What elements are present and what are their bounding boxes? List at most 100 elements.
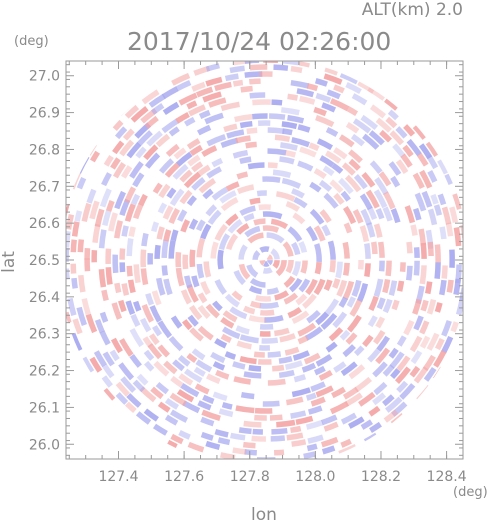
echo-segment bbox=[309, 181, 322, 193]
echo-segment bbox=[196, 263, 205, 279]
echo-segment bbox=[219, 452, 236, 459]
echo-segment bbox=[281, 177, 302, 189]
echo-segment bbox=[320, 436, 339, 448]
echo-segment bbox=[60, 283, 62, 297]
echo-segment bbox=[365, 189, 380, 209]
echo-segment bbox=[178, 92, 198, 106]
echo-segment bbox=[285, 201, 300, 212]
echo-segment bbox=[341, 162, 356, 176]
y-tick-label: 26.8 bbox=[29, 142, 60, 158]
echo-segment bbox=[284, 360, 303, 371]
echo-segment bbox=[149, 333, 160, 346]
echo-segment bbox=[191, 81, 206, 92]
echo-segment bbox=[350, 133, 365, 147]
echo-segment bbox=[303, 352, 321, 365]
echo-segment bbox=[321, 102, 337, 113]
echo-segment bbox=[197, 292, 208, 304]
echo-segment bbox=[129, 328, 144, 348]
echo-segment bbox=[472, 261, 473, 279]
echo-segment bbox=[420, 299, 429, 312]
echo-segment bbox=[419, 265, 427, 285]
echo-segment bbox=[425, 140, 440, 157]
echo-segment bbox=[235, 325, 250, 335]
echo-segment bbox=[266, 232, 285, 244]
echo-segment bbox=[284, 346, 300, 356]
echo-segment bbox=[178, 373, 194, 386]
echo-segment bbox=[314, 243, 322, 263]
echo-segment bbox=[278, 369, 295, 379]
echo-segment bbox=[255, 294, 272, 302]
echo-segment bbox=[426, 332, 440, 351]
y-tick-label: 26.9 bbox=[29, 106, 60, 122]
echo-segment bbox=[299, 95, 316, 105]
y-tick-label: 26.0 bbox=[29, 437, 60, 453]
echo-segment bbox=[200, 431, 214, 441]
echo-segment bbox=[329, 401, 350, 415]
echo-segment bbox=[336, 279, 348, 298]
echo-segment bbox=[101, 289, 109, 302]
echo-segment bbox=[385, 396, 403, 413]
echo-segment bbox=[60, 231, 62, 248]
echo-segment bbox=[426, 154, 439, 170]
echo-segment bbox=[285, 259, 294, 274]
echo-segment bbox=[384, 97, 399, 111]
echo-segment bbox=[157, 344, 170, 358]
echo-segment bbox=[136, 373, 149, 386]
echo-segment bbox=[291, 439, 307, 447]
echo-segment bbox=[165, 143, 180, 157]
echo-segment bbox=[458, 188, 463, 201]
echo-segment bbox=[224, 73, 239, 82]
echo-segment bbox=[333, 361, 347, 373]
echo-segment bbox=[223, 123, 238, 133]
echo-segment bbox=[212, 300, 223, 312]
echo-segment bbox=[332, 61, 351, 73]
echo-segment bbox=[89, 356, 103, 373]
echo-segment bbox=[275, 191, 296, 202]
echo-segment bbox=[292, 464, 302, 466]
echo-segment bbox=[194, 383, 210, 395]
echo-segment bbox=[441, 336, 454, 354]
echo-segment bbox=[293, 373, 307, 383]
echo-segment bbox=[296, 88, 315, 98]
echo-segment bbox=[133, 264, 141, 284]
echo-segment bbox=[206, 373, 221, 384]
echo-segment bbox=[163, 360, 178, 375]
echo-segment bbox=[425, 281, 433, 295]
echo-segment bbox=[179, 169, 193, 183]
echo-segment bbox=[455, 297, 463, 316]
echo-segment bbox=[273, 64, 289, 71]
echo-segment bbox=[342, 262, 350, 276]
echo-segment bbox=[170, 315, 183, 329]
echo-segment bbox=[323, 73, 343, 85]
echo-segment bbox=[418, 228, 427, 246]
echo-segment bbox=[170, 375, 184, 388]
echo-segment bbox=[288, 277, 303, 293]
echo-segment bbox=[373, 329, 386, 345]
echo-segment bbox=[321, 445, 336, 455]
echo-segment bbox=[367, 348, 381, 363]
echo-segment bbox=[373, 278, 384, 298]
echo-segment bbox=[86, 188, 97, 204]
echo-segment bbox=[368, 295, 379, 312]
echo-segment bbox=[210, 241, 219, 259]
echo-segment bbox=[305, 278, 318, 296]
y-tick-label: 26.2 bbox=[29, 364, 60, 380]
echo-segment bbox=[423, 366, 437, 382]
echo-segment bbox=[178, 63, 196, 75]
echo-segment bbox=[387, 109, 399, 121]
echo-segment bbox=[130, 106, 149, 123]
echo-segment bbox=[279, 333, 296, 343]
echo-segment bbox=[375, 347, 391, 365]
echo-segment bbox=[391, 299, 400, 311]
echo-segment bbox=[409, 335, 423, 353]
echo-segment bbox=[198, 109, 211, 119]
echo-segment bbox=[300, 260, 308, 274]
echo-segment bbox=[313, 225, 326, 242]
echo-segment bbox=[150, 386, 164, 400]
echo-segment bbox=[67, 297, 77, 316]
echo-segment bbox=[157, 202, 168, 214]
echo-segment bbox=[189, 327, 204, 342]
echo-segment bbox=[101, 172, 112, 187]
echo-segment bbox=[249, 64, 268, 71]
echo-segment bbox=[297, 124, 311, 133]
